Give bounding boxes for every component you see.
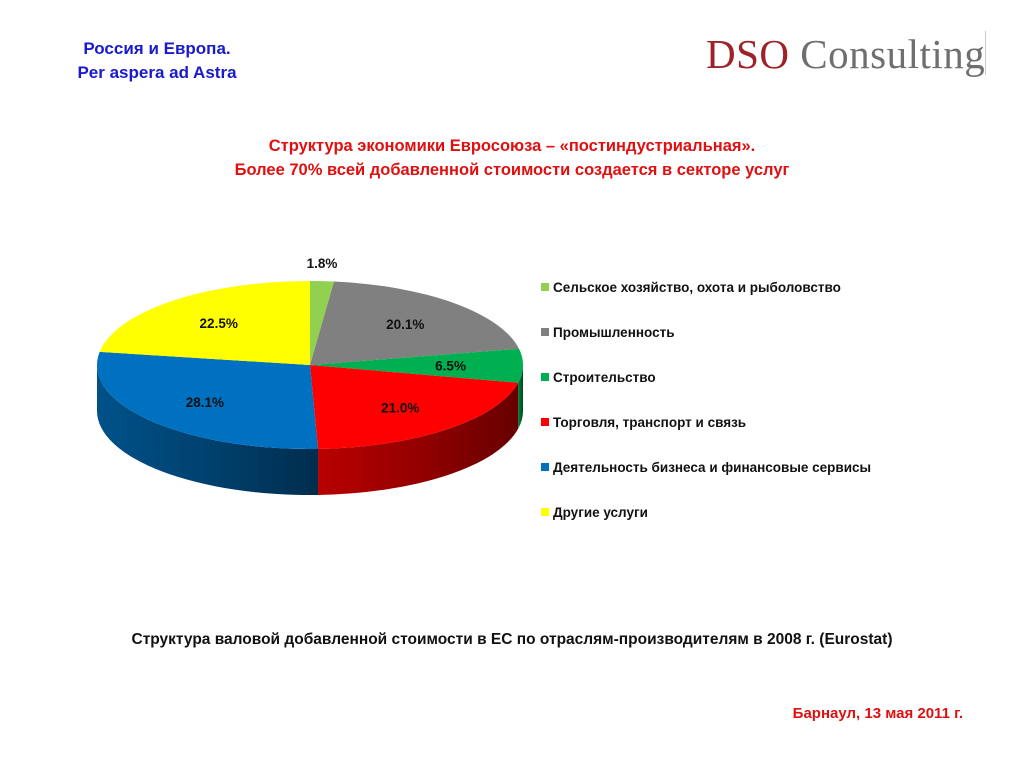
pie-slice-5 (99, 281, 311, 365)
footer-date: Барнаул, 13 мая 2011 г. (792, 705, 963, 722)
pie-side-2 (518, 365, 523, 429)
legend-item-1: Промышленность (541, 325, 675, 340)
logo-consulting: Consulting (800, 31, 986, 77)
legend-swatch-3 (541, 418, 549, 426)
chart-caption: Структура валовой добавленной стоимости … (131, 631, 893, 648)
pie-depth (97, 365, 523, 495)
pie-data-label-3: 21.0% (381, 400, 419, 415)
pie-data-label-1: 20.1% (386, 317, 424, 332)
pie-side-4 (97, 365, 319, 495)
pie-slice-1 (310, 281, 519, 365)
legend-swatch-4 (541, 463, 549, 471)
header-line-1: Россия и Европа. (83, 39, 231, 58)
pie-data-label-0: 1.8% (307, 256, 338, 271)
pie-data-labels: 1.8% 20.1% 6.5% 21.0% 28.1% 22.5% (186, 256, 466, 415)
legend-label-5: Другие услуги (553, 505, 648, 520)
pie-data-label-4: 28.1% (186, 395, 224, 410)
pie-slice-0 (310, 281, 335, 365)
legend-swatch-0 (541, 283, 549, 291)
legend-label-0: Сельское хозяйство, охота и рыболовство (553, 280, 841, 295)
pie-slice-2 (310, 348, 523, 383)
legend-swatch-5 (541, 508, 549, 516)
logo-divider (985, 31, 986, 75)
pie-data-label-2: 6.5% (435, 359, 466, 374)
presentation-header: Россия и Европа. Per aspera ad Astra (62, 37, 252, 85)
legend-item-2: Строительство (541, 370, 656, 385)
legend-item-4: Деятельность бизнеса и финансовые сервис… (541, 460, 871, 475)
slide-title-line-2: Более 70% всей добавленной стоимости соз… (234, 161, 790, 179)
legend-item-0: Сельское хозяйство, охота и рыболовство (541, 280, 841, 295)
pie-top (97, 281, 523, 449)
legend-swatch-1 (541, 328, 549, 336)
legend-label-1: Промышленность (553, 325, 675, 340)
legend-label-2: Строительство (553, 370, 656, 385)
pie-data-label-5: 22.5% (200, 316, 238, 331)
slide-title-line-1: Структура экономики Евросоюза – «постинд… (268, 137, 756, 155)
legend-label-4: Деятельность бизнеса и финансовые сервис… (553, 460, 872, 475)
header-line-2: Per aspera ad Astra (77, 63, 237, 82)
slide-title: Структура экономики Евросоюза – «постинд… (0, 134, 1024, 182)
pie-slice-3 (310, 365, 519, 449)
legend-label-3: Торговля, транспорт и связь (553, 415, 747, 430)
logo-dso: DSO (706, 31, 790, 77)
pie-side-3 (318, 382, 519, 495)
legend-swatch-2 (541, 373, 549, 381)
pie-slice-4 (97, 351, 319, 449)
legend-item-3: Торговля, транспорт и связь (541, 415, 746, 430)
dso-consulting-logo: DSO Consulting (706, 30, 985, 78)
legend-item-5: Другие услуги (541, 505, 648, 520)
